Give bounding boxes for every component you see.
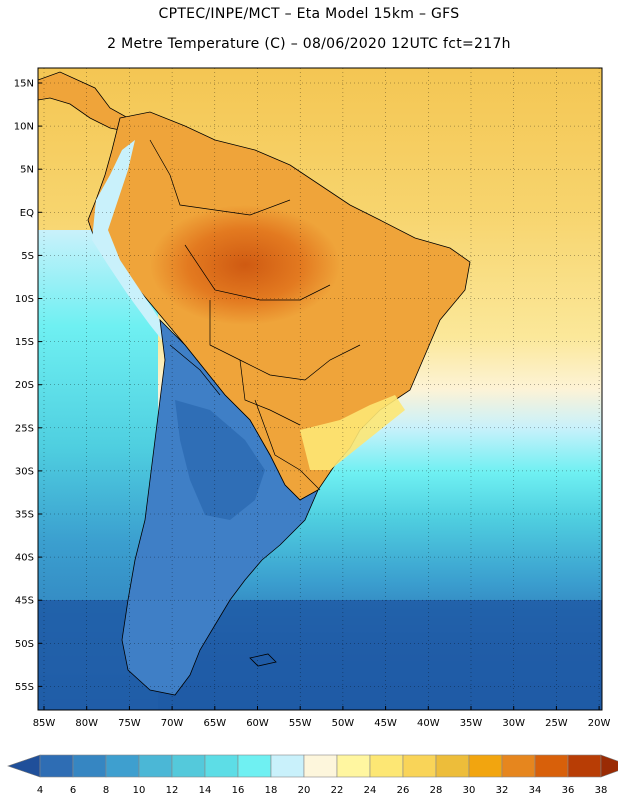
legend-tick-label: 18 xyxy=(265,785,278,796)
lon-label: 55W xyxy=(289,718,312,729)
legend-color-box xyxy=(501,754,536,778)
legend-tick-label: 26 xyxy=(397,785,410,796)
legend-tick-label: 34 xyxy=(529,785,542,796)
lat-label: EQ xyxy=(20,208,34,219)
latitude-labels: 15N 10N 5N EQ 5S 10S 15S 20S 25S 30S 35S 40S 45S 50S 5… xyxy=(14,79,42,693)
lat-label: 15N xyxy=(14,79,34,90)
map-title-line2: 2 Metre Temperature (C) – 08/06/2020 12U… xyxy=(107,36,511,52)
legend-color-box xyxy=(534,754,569,778)
legend-tick-label: 4 xyxy=(37,785,43,796)
lon-label: 45W xyxy=(374,718,397,729)
legend-tick-label: 30 xyxy=(463,785,476,796)
legend-color-box xyxy=(468,754,503,778)
southern-ocean xyxy=(38,600,602,710)
legend-color-box xyxy=(171,754,206,778)
legend-tick-label: 20 xyxy=(298,785,311,796)
lat-label: 25S xyxy=(15,423,34,434)
legend-arrow-low xyxy=(7,754,41,778)
legend-color-box xyxy=(567,754,602,778)
lon-label: 80W xyxy=(75,718,98,729)
legend-arrow-high xyxy=(600,754,618,778)
lat-label: 40S xyxy=(15,553,34,564)
lat-label: 30S xyxy=(15,466,34,477)
lat-label: 55S xyxy=(15,682,34,693)
map-title-line1: CPTEC/INPE/MCT – Eta Model 15km – GFS xyxy=(158,6,460,22)
legend-color-box xyxy=(435,754,470,778)
longitude-labels: 85W 80W 75W 70W 65W 60W 55W 50W 45W 40W 35W 30W 25W 2… xyxy=(33,706,611,729)
map-frame xyxy=(37,67,603,711)
lon-label: 85W xyxy=(33,718,56,729)
legend-color-box xyxy=(336,754,371,778)
lat-label: 35S xyxy=(15,510,34,521)
southeast-warm xyxy=(300,395,405,470)
legend-tick-label: 38 xyxy=(595,785,608,796)
legend-color-box xyxy=(138,754,173,778)
lon-label: 30W xyxy=(502,718,525,729)
legend-color-box xyxy=(204,754,239,778)
lat-label: 45S xyxy=(15,596,34,607)
map-field xyxy=(38,68,602,710)
lon-label: 35W xyxy=(460,718,483,729)
andes-cool-strip xyxy=(92,140,180,350)
lat-label: 10N xyxy=(14,122,34,133)
falkland-islands xyxy=(249,653,277,667)
legend-tick-label: 24 xyxy=(364,785,377,796)
amazon-hot-region xyxy=(150,205,340,325)
legend-color-box xyxy=(270,754,305,778)
legend-tick-label: 32 xyxy=(496,785,509,796)
legend-tick-label: 36 xyxy=(562,785,575,796)
lon-label: 60W xyxy=(246,718,269,729)
country-borders xyxy=(149,139,361,491)
legend-tick-label: 6 xyxy=(70,785,76,796)
legend-tick-label: 10 xyxy=(133,785,146,796)
legend-color-box xyxy=(39,754,74,778)
lon-label: 40W xyxy=(417,718,440,729)
lon-label: 20W xyxy=(588,718,611,729)
legend-color-box xyxy=(237,754,272,778)
lat-label: 15S xyxy=(15,337,34,348)
temperature-map: 15N 10N 5N EQ 5S 10S 15S 20S 25S 30S 35S 40S 45S 50S 5… xyxy=(14,67,611,729)
legend-color-box xyxy=(369,754,404,778)
legend-tick-label: 22 xyxy=(331,785,344,796)
legend-color-box xyxy=(402,754,437,778)
legend-tick-label: 14 xyxy=(199,785,212,796)
lon-label: 25W xyxy=(545,718,568,729)
color-legend: 4 6 8 10 12 14 16 18 20 22 24 26 28 30 32 34 36 38 xyxy=(7,754,618,796)
legend-color-box xyxy=(72,754,107,778)
lat-label: 20S xyxy=(15,380,34,391)
legend-tick-label: 12 xyxy=(166,785,179,796)
lon-label: 70W xyxy=(161,718,184,729)
legend-tick-label: 16 xyxy=(232,785,245,796)
legend-color-box xyxy=(105,754,140,778)
cold-interior xyxy=(175,400,265,520)
lon-label: 50W xyxy=(332,718,355,729)
legend-tick-label: 28 xyxy=(430,785,443,796)
lon-label: 65W xyxy=(203,718,226,729)
lat-label: 5S xyxy=(21,251,34,262)
legend-tick-label: 8 xyxy=(103,785,109,796)
lat-label: 50S xyxy=(15,639,34,650)
lon-label: 75W xyxy=(118,718,141,729)
lat-label: 5N xyxy=(20,165,34,176)
legend-color-box xyxy=(303,754,338,778)
lat-label: 10S xyxy=(15,294,34,305)
